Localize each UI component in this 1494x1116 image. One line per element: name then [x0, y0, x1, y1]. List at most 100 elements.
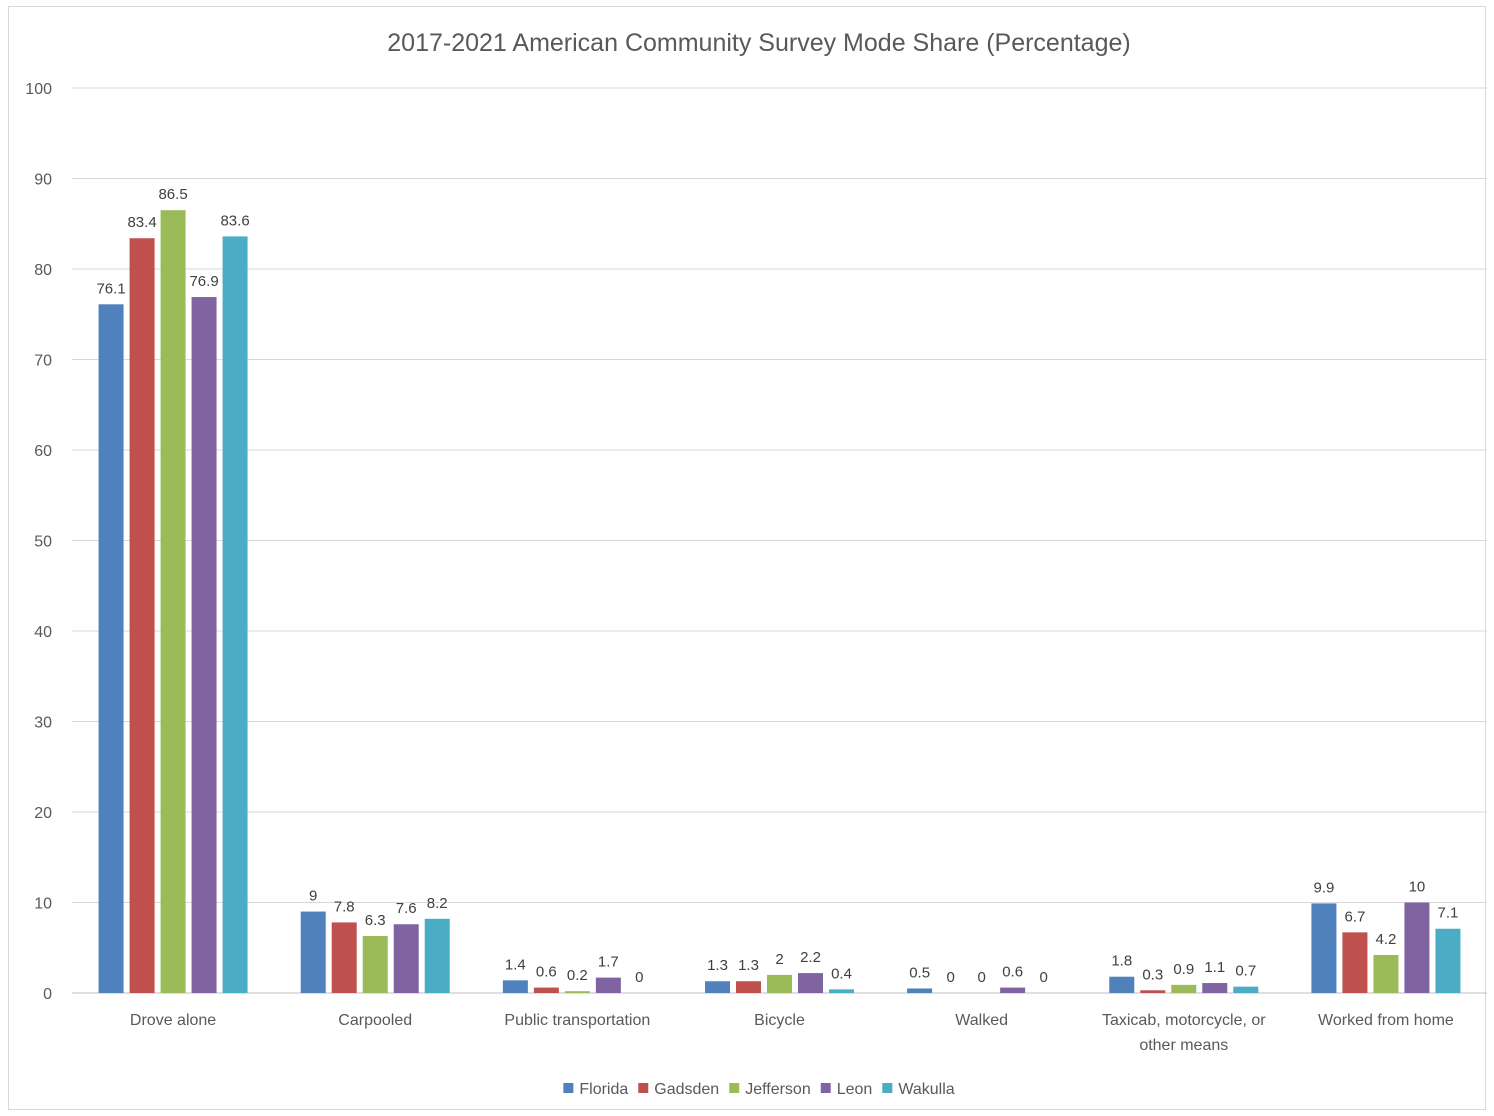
category-label: Bicycle — [754, 1012, 805, 1029]
bar-florida — [300, 911, 326, 993]
legend-swatch-jefferson — [729, 1083, 740, 1093]
y-tick-label: 0 — [43, 986, 52, 1003]
bar-jefferson — [564, 991, 590, 993]
category-label: Carpooled — [338, 1012, 412, 1029]
data-label: 1.7 — [598, 954, 619, 971]
legend-swatch-leon — [820, 1083, 831, 1093]
category-label: other means — [1139, 1037, 1228, 1054]
bar-florida — [1311, 903, 1337, 993]
bar-wakulla — [829, 989, 854, 993]
y-tick-label: 40 — [34, 624, 52, 641]
data-label: 2.2 — [800, 949, 821, 966]
category-label: Public transportation — [504, 1012, 650, 1029]
data-label: 86.5 — [158, 186, 187, 203]
category-label: Taxicab, motorcycle, or — [1102, 1012, 1266, 1029]
bar-jefferson — [1373, 954, 1399, 993]
data-label: 83.6 — [220, 212, 249, 229]
bar-florida — [502, 980, 528, 993]
legend-label: Florida — [579, 1081, 628, 1098]
data-label: 0.6 — [1002, 964, 1023, 981]
data-label: 9.9 — [1313, 879, 1334, 896]
chart-title: 2017-2021 American Community Survey Mode… — [387, 29, 1130, 57]
y-tick-label: 80 — [34, 262, 52, 279]
data-label: 6.7 — [1344, 908, 1365, 925]
legend-label: Jefferson — [745, 1081, 811, 1098]
category-label: Walked — [955, 1012, 1008, 1029]
bar-leon — [798, 973, 823, 993]
bars — [98, 210, 1461, 994]
y-tick-label: 20 — [34, 805, 52, 822]
data-label: 83.4 — [127, 214, 156, 231]
data-label: 2 — [775, 951, 783, 968]
data-label: 0.2 — [567, 967, 588, 984]
chart-frame — [8, 6, 1486, 1110]
data-label: 4.2 — [1375, 931, 1396, 948]
bar-gadsden — [129, 238, 155, 994]
legend-label: Leon — [837, 1081, 873, 1098]
bar-jefferson — [1171, 984, 1197, 993]
y-tick-label: 10 — [34, 896, 52, 913]
data-label: 8.2 — [427, 895, 448, 912]
y-tick-label: 60 — [34, 443, 52, 460]
legend-label: Gadsden — [654, 1081, 719, 1098]
data-label: 7.8 — [334, 898, 355, 915]
bar-wakulla — [222, 236, 248, 994]
bar-gadsden — [1342, 932, 1368, 993]
y-tick-label: 70 — [34, 353, 52, 370]
data-label: 0.7 — [1235, 963, 1256, 980]
bar-jefferson — [767, 974, 792, 993]
data-label: 0 — [946, 969, 954, 986]
y-axis-ticks: 0 10 20 30 40 50 60 70 80 90 100 — [25, 81, 52, 1003]
data-label: 9 — [309, 888, 317, 905]
data-label: 0 — [1039, 969, 1047, 986]
bar-wakulla — [1435, 928, 1461, 993]
legend-swatch-wakulla — [882, 1083, 893, 1093]
data-label: 1.8 — [1111, 953, 1132, 970]
bar-jefferson — [362, 935, 388, 993]
bar-florida — [907, 988, 933, 993]
bar-wakulla — [1233, 986, 1259, 993]
gridlines — [72, 87, 1487, 994]
bar-florida — [98, 304, 124, 993]
data-label: 7.6 — [396, 900, 417, 917]
y-tick-label: 100 — [25, 81, 52, 98]
data-label: 0.9 — [1173, 961, 1194, 978]
legend-swatch-florida — [563, 1083, 574, 1093]
bar-gadsden — [533, 987, 559, 993]
data-label: 0.5 — [909, 964, 930, 981]
data-label: 0.6 — [536, 964, 557, 981]
data-label: 0.4 — [831, 965, 852, 982]
data-label: 7.1 — [1437, 905, 1458, 922]
data-label: 0 — [977, 969, 985, 986]
y-tick-label: 90 — [34, 172, 52, 189]
bar-leon — [393, 924, 419, 993]
data-label: 1.3 — [707, 957, 728, 974]
data-label: 1.1 — [1204, 959, 1225, 976]
category-label: Drove alone — [130, 1012, 216, 1029]
legend: Florida Gadsden Jefferson Leon Wakulla — [563, 1081, 955, 1098]
bar-leon — [191, 297, 217, 993]
bar-jefferson — [160, 210, 186, 994]
bar-gadsden — [1140, 990, 1166, 993]
legend-swatch-gadsden — [638, 1083, 649, 1093]
data-label: 1.3 — [738, 957, 759, 974]
legend-label: Wakulla — [898, 1081, 954, 1098]
data-labels: 76.1 83.486.5 76.9 83.6 9 7.8 6.3 7.6 8.2 1.4 0.6 0… — [96, 186, 1458, 986]
category-labels: Drove alone Carpooled Public transportatio… — [130, 1012, 1454, 1054]
bar-leon — [595, 977, 621, 993]
data-label: 0.3 — [1142, 966, 1163, 983]
bar-leon — [1000, 987, 1026, 993]
y-tick-label: 50 — [34, 534, 52, 551]
data-label: 76.9 — [189, 273, 218, 290]
bar-leon — [1404, 902, 1430, 993]
bar-wakulla — [424, 918, 450, 993]
y-tick-label: 30 — [34, 715, 52, 732]
data-label: 1.4 — [505, 956, 526, 973]
data-label: 6.3 — [365, 912, 386, 929]
category-label: Worked from home — [1318, 1012, 1454, 1029]
bar-florida — [705, 981, 730, 993]
bar-gadsden — [331, 922, 357, 993]
bar-florida — [1109, 976, 1135, 993]
bar-leon — [1202, 983, 1228, 993]
